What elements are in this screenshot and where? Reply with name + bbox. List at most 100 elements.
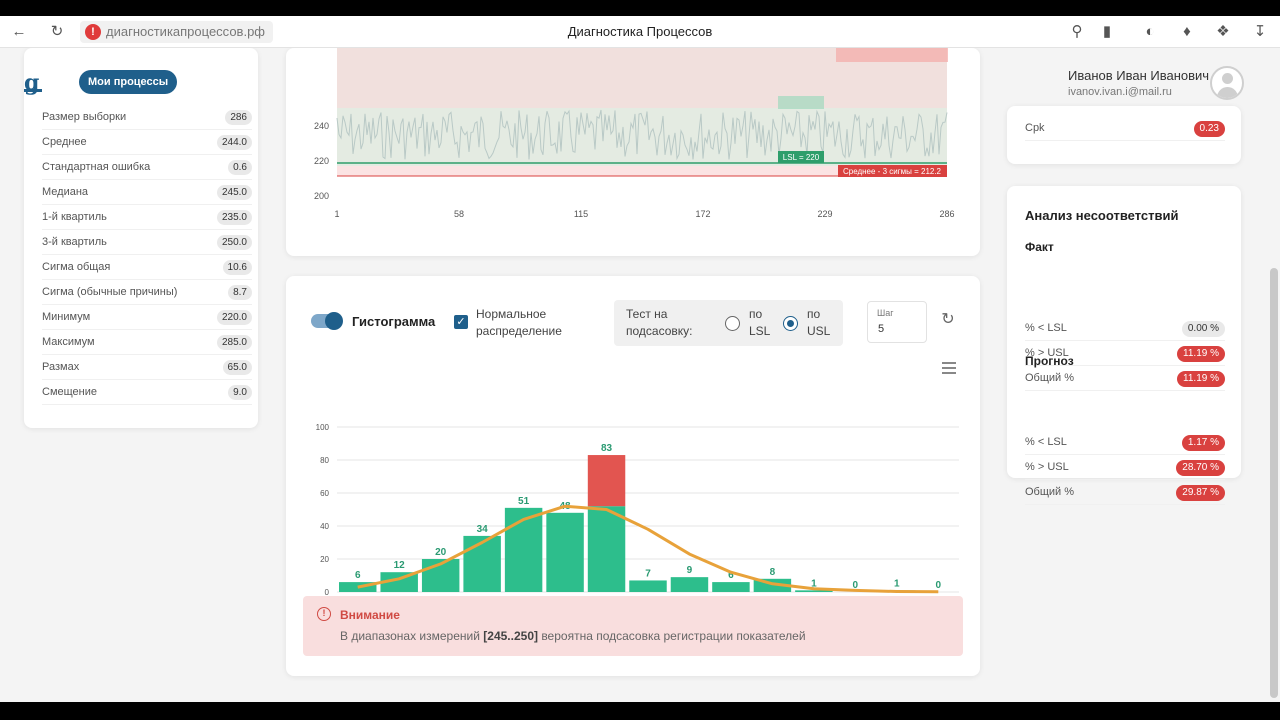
stat-value: 235.0 (216, 210, 252, 225)
measurement-line (336, 109, 948, 161)
stat-value: 10.6 (222, 260, 252, 275)
step-value: 5 (878, 323, 885, 335)
nonconformance-card: Анализ несоответствий Факт % < LSL 0.00 %… (1007, 186, 1241, 505)
y-tick-label: 100 (316, 423, 330, 432)
fact-row: % > USL 11.19 % (1025, 341, 1225, 366)
url-text: диагностикапроцессов.рф (106, 24, 265, 39)
stat-row: Стандартная ошибка 0.6 (42, 155, 252, 180)
bookmark-icon[interactable]: ▮ (1102, 23, 1112, 40)
x-tick-172: 172 (695, 209, 710, 219)
stat-row: Среднее 244.0 (42, 130, 252, 155)
minus3sigma-label: Среднее - 3 сигмы = 212.2 (843, 167, 942, 176)
x-tick-58: 58 (454, 209, 464, 219)
stat-value: 250.0 (216, 235, 252, 250)
alert-title: Внимание (340, 608, 400, 622)
stat-row: Сигма общая 10.6 (42, 255, 252, 280)
radio-by-usl-label: по USL (807, 307, 831, 338)
forecast-label: % > USL (1025, 461, 1069, 473)
y-tick-label: 60 (320, 489, 329, 498)
bar-count (670, 577, 709, 592)
stat-row: Размах 65.0 (42, 355, 252, 380)
fact-label: % < LSL (1025, 322, 1067, 334)
normal-curve (357, 504, 939, 594)
stat-row: Минимум 220.0 (42, 305, 252, 330)
bar-count (587, 506, 626, 592)
radio-by-usl[interactable] (783, 316, 798, 331)
warning-alert: ! Внимание В диапазонах измерений [245..… (303, 596, 963, 656)
bar-count (629, 580, 667, 592)
bar-data-label: 6 (355, 570, 361, 581)
stat-value: 285.0 (216, 335, 252, 350)
logo[interactable]: g (24, 70, 40, 96)
avatar[interactable] (1210, 66, 1244, 100)
step-label: Шаг (877, 308, 894, 318)
cpk-row: Cpk 0.23 (1025, 116, 1225, 141)
forecast-label: % < LSL (1025, 436, 1067, 448)
address-bar[interactable]: ! диагностикапроцессов.рф (80, 21, 273, 43)
stat-row: 3-й квартиль 250.0 (42, 230, 252, 255)
forecast-row: Общий % 29.87 % (1025, 480, 1225, 505)
bar-data-label: 20 (435, 547, 447, 558)
histogram-toggle[interactable] (311, 312, 343, 330)
forecast-badge: 1.17 % (1181, 435, 1225, 451)
bar-data-label: 0 (853, 580, 859, 591)
minus3sigma-label-box (838, 165, 947, 177)
bar-data-label: 8 (770, 567, 776, 578)
bar-data-label: 1 (811, 578, 817, 589)
page-content: Размер выборки 286 Среднее 244.0 Стандартная… (0, 48, 1280, 702)
y-tick-label: 0 (325, 588, 330, 597)
bar-count (380, 572, 418, 592)
reload-icon[interactable]: ↻ (50, 23, 64, 40)
stat-value: 286 (225, 110, 252, 125)
normal-distribution-checkbox[interactable]: ✓ (454, 315, 468, 329)
bar-data-label: 34 (477, 524, 489, 535)
lower-zone (337, 166, 947, 176)
step-input[interactable]: Шаг 5 (867, 301, 927, 343)
forecast-title: Прогноз (1025, 354, 1074, 368)
bar-excess (587, 455, 626, 507)
page-scrollbar[interactable] (1270, 268, 1278, 698)
bar-data-label: 6 (728, 570, 734, 581)
capability-card: Cpk 0.23 (1007, 106, 1241, 164)
alert-range: [245..250] (483, 629, 538, 643)
stat-label: Медиана (42, 186, 89, 198)
extensions-icon[interactable]: ❖ (1216, 23, 1230, 40)
control-chart: LSL = 220 Среднее - 3 сигмы = 212.2 240 … (314, 48, 955, 219)
cpk-badge: 0.23 (1193, 121, 1225, 137)
stat-value: 65.0 (222, 360, 252, 375)
x-tick-286: 286 (939, 209, 954, 219)
chart-menu-icon[interactable] (942, 362, 956, 374)
bar-data-label: 7 (645, 568, 651, 579)
stat-value: 8.7 (228, 285, 252, 300)
stat-label: Размах (42, 361, 80, 373)
fact-badge: 11.19 % (1177, 346, 1225, 362)
fact-badge: 11.19 % (1177, 371, 1225, 387)
radio-by-lsl[interactable] (725, 316, 740, 331)
user-name[interactable]: Иванов Иван Иванович (1068, 68, 1210, 83)
fact-row: Общий % 11.19 % (1025, 366, 1225, 391)
refresh-icon[interactable]: ↻ (941, 311, 955, 328)
shield-icon[interactable]: ♦ (1183, 23, 1191, 40)
mean-marker (778, 96, 824, 109)
download-icon[interactable]: ↧ (1253, 23, 1267, 40)
forecast-badge: 29.87 % (1176, 485, 1225, 501)
histogram-chart: 0204060801006215-22012220-22520225-23034… (316, 423, 959, 630)
y-tick-220: 220 (314, 156, 329, 166)
stat-row: 1-й квартиль 235.0 (42, 205, 252, 230)
search-icon[interactable]: ⚲ (1071, 23, 1083, 40)
globe-icon[interactable]: ◐ (1145, 23, 1155, 40)
stat-row: Смещение 9.0 (42, 380, 252, 405)
bar-count (463, 535, 501, 592)
stats-card: Размер выборки 286 Среднее 244.0 Стандартная… (24, 48, 258, 428)
stat-label: Размер выборки (42, 111, 127, 123)
y-tick-200: 200 (314, 191, 329, 201)
bar-count (504, 507, 543, 592)
logo-underline (24, 89, 42, 92)
alert-icon: ! (317, 607, 331, 621)
stat-label: 1-й квартиль (42, 211, 107, 223)
bar-count (712, 582, 750, 592)
bar-data-label: 83 (601, 443, 613, 454)
back-arrow-icon[interactable]: ← (11, 23, 27, 40)
fact-row: % < LSL 0.00 % (1025, 316, 1225, 341)
my-processes-button[interactable]: Мои процессы (79, 70, 178, 94)
